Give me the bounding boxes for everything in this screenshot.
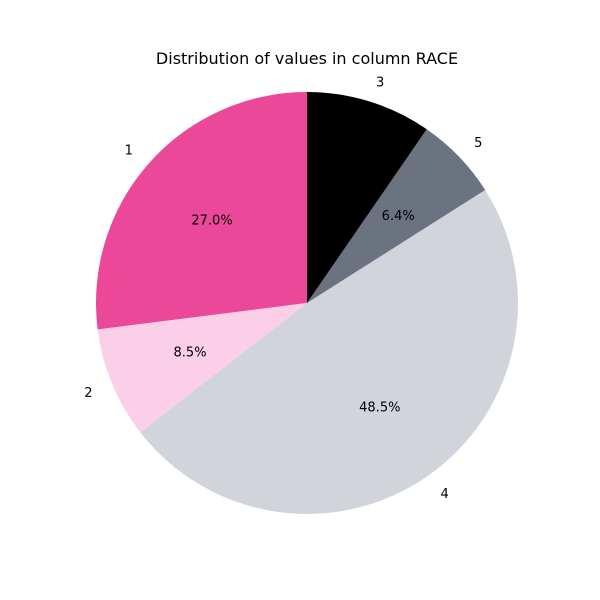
slice-label-3: 3 xyxy=(376,75,384,90)
slice-label-2: 2 xyxy=(84,386,92,401)
pct-label-1: 27.0% xyxy=(191,213,232,228)
pie-slice-1 xyxy=(95,92,308,330)
pie-slice-4 xyxy=(140,189,518,514)
pie-labels: 1 27.0% 2 8.5% 4 48.5% 5 6.4% 3 xyxy=(84,75,482,502)
chart-title: Distribution of values in column RACE xyxy=(156,49,458,68)
pie-slices xyxy=(95,92,518,514)
pct-label-4: 48.5% xyxy=(359,401,400,416)
slice-label-4: 4 xyxy=(440,487,448,502)
pie-slice-5 xyxy=(307,129,486,303)
pie-slice-2 xyxy=(97,303,307,433)
slice-label-1: 1 xyxy=(125,144,133,159)
pie-slice-3 xyxy=(307,92,427,303)
slice-label-5: 5 xyxy=(474,136,482,151)
pct-label-2: 8.5% xyxy=(174,345,207,360)
pct-label-5: 6.4% xyxy=(382,209,415,224)
